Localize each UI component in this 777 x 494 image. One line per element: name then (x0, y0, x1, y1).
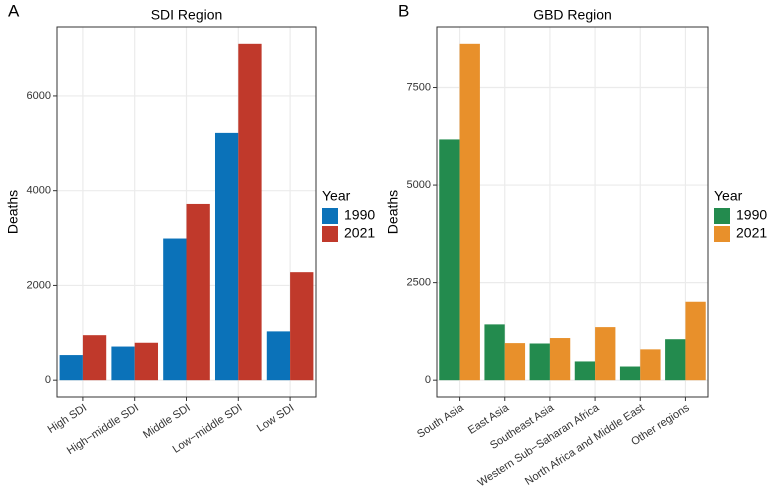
panel-tag: B (398, 1, 409, 20)
bar (290, 272, 314, 381)
bar (238, 43, 262, 381)
y-tick-label: 0 (425, 374, 431, 386)
x-tick-label: High SDI (46, 402, 89, 436)
bar (186, 203, 210, 381)
bar (459, 43, 480, 381)
y-tick-label: 0 (45, 374, 51, 386)
bar (214, 132, 239, 381)
bar (685, 301, 706, 381)
bar (82, 335, 107, 381)
x-tick-label: South Asia (415, 401, 466, 440)
panel-tag: A (8, 1, 20, 20)
legend-key (714, 226, 730, 242)
y-tick-label: 2000 (27, 279, 51, 291)
plot-background (437, 27, 708, 397)
y-tick-label: 7500 (407, 81, 431, 93)
bar (595, 327, 616, 381)
legend-label: 1990 (736, 207, 767, 223)
plot-border (56, 26, 317, 398)
y-tick-label: 6000 (27, 90, 51, 102)
bar (439, 139, 460, 381)
legend-key (322, 208, 338, 224)
bar (163, 238, 187, 381)
x-tick-label: Low SDI (255, 402, 296, 435)
bar (484, 324, 505, 381)
legend-title: Year (322, 188, 351, 204)
bar (266, 331, 291, 381)
y-axis-title: Deaths (385, 190, 401, 234)
legend-key (322, 226, 338, 242)
bar (111, 346, 135, 381)
bar (549, 338, 571, 381)
bar (59, 355, 83, 381)
bar (574, 361, 596, 381)
bar (619, 366, 641, 381)
chart-title: GBD Region (533, 7, 612, 23)
chart-title: SDI Region (151, 7, 223, 23)
legend-label: 1990 (344, 207, 375, 223)
bar (640, 349, 661, 381)
legend-key (714, 208, 730, 224)
plot-border (436, 26, 709, 398)
y-tick-label: 2500 (407, 277, 431, 289)
bar (529, 343, 550, 381)
legend-label: 2021 (344, 225, 375, 241)
bar (504, 343, 526, 381)
y-tick-label: 4000 (27, 185, 51, 197)
y-axis-title: Deaths (5, 190, 21, 234)
legend-label: 2021 (736, 225, 767, 241)
legend-title: Year (714, 188, 743, 204)
y-tick-label: 5000 (407, 179, 431, 191)
bar (134, 342, 159, 381)
bar (665, 339, 686, 381)
